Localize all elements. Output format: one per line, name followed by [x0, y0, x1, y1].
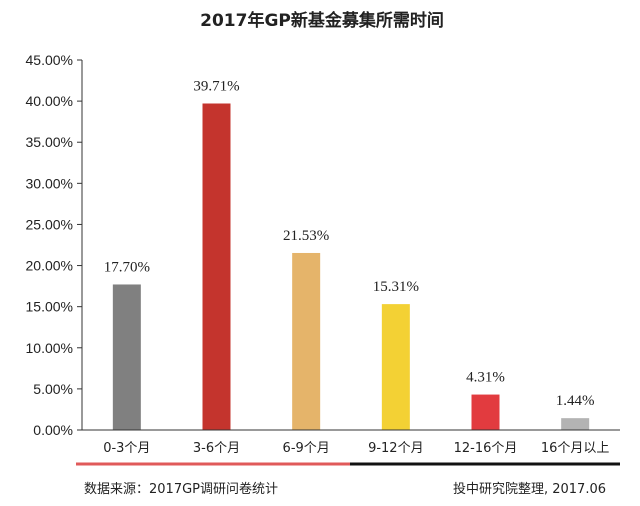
x-tick-label: 16个月以上 [541, 441, 610, 456]
source-note: 数据来源：2017GP调研问卷统计 [84, 481, 278, 497]
y-tick-label: 45.00% [26, 52, 73, 68]
chart-footer: 数据来源：2017GP调研问卷统计 投中研究院整理, 2017.06 [76, 462, 620, 497]
y-tick-label: 10.00% [26, 340, 73, 356]
data-label: 1.44% [556, 393, 595, 409]
x-tick-label: 9-12个月 [368, 441, 424, 456]
bar [471, 394, 500, 430]
x-tick-label: 3-6个月 [193, 441, 240, 456]
y-tick-label: 30.00% [26, 175, 73, 191]
bar [561, 418, 590, 430]
y-tick-label: 0.00% [33, 422, 73, 438]
y-tick-label: 35.00% [26, 134, 73, 150]
data-label: 39.71% [193, 78, 239, 94]
y-tick-label: 25.00% [26, 216, 73, 232]
bar [112, 284, 141, 430]
chart-title: 2017年GP新基金募集所需时间 [200, 10, 444, 31]
bar [202, 103, 231, 431]
x-axis: 0-3个月 3-6个月 6-9个月 9-12个月 12-16个月 16个月以上 [82, 429, 620, 456]
y-tick-label: 15.00% [26, 299, 73, 315]
data-label: 17.70% [104, 259, 150, 275]
x-tick-label: 6-9个月 [283, 441, 330, 456]
bar [292, 252, 321, 430]
y-tick-label: 20.00% [26, 258, 73, 274]
x-tick-label: 12-16个月 [454, 441, 518, 456]
y-tick-label: 40.00% [26, 93, 73, 109]
x-tick-label: 0-3个月 [103, 441, 150, 456]
bar [381, 304, 410, 430]
y-tick-label: 5.00% [33, 381, 73, 397]
credit-note: 投中研究院整理, 2017.06 [453, 481, 606, 497]
data-label: 15.31% [373, 279, 419, 295]
y-axis: 0.00% 5.00% 10.00% 15.00% 20.00% 25.00% 30.00%… [26, 52, 83, 438]
data-label: 21.53% [283, 228, 329, 244]
data-label: 4.31% [466, 370, 505, 386]
bars: 17.70% 39.71% 21.53% 15.31% 4.31% 1.44% [104, 78, 595, 431]
